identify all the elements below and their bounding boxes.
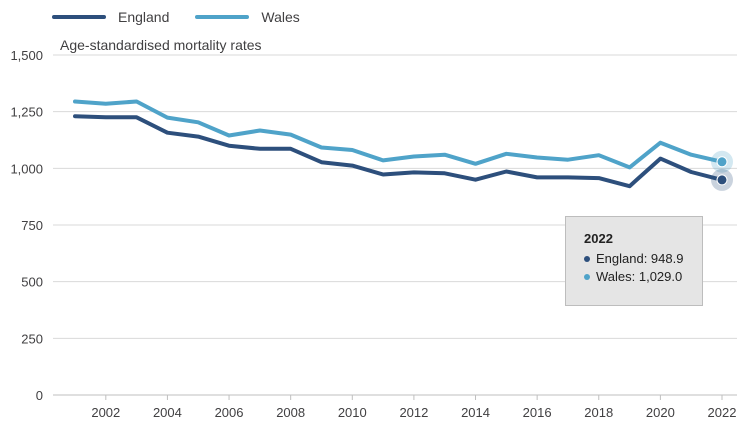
series-lines: [73, 99, 724, 189]
tooltip-dot-wales: [584, 274, 590, 280]
tooltip-row-england: England: 948.9: [584, 250, 702, 268]
legend-swatch-wales: [195, 15, 250, 19]
x-tick-label: 2018: [584, 405, 613, 420]
tooltip-text-wales: Wales: 1,029.0: [596, 269, 683, 284]
series-line-england: [73, 114, 724, 189]
x-tick-label: 2014: [461, 405, 490, 420]
x-tick-label: 2004: [153, 405, 182, 420]
y-tick-label: 1,500: [10, 48, 43, 63]
y-tick-label: 1,000: [10, 161, 43, 176]
tooltip-dot-england: [584, 256, 590, 262]
tooltip-row-wales: Wales: 1,029.0: [584, 268, 702, 286]
series-line-wales: [73, 99, 724, 170]
legend-label-wales: Wales: [261, 9, 300, 25]
legend: England Wales: [52, 6, 326, 28]
y-tick-label: 1,250: [10, 105, 43, 120]
y-tick-label: 750: [21, 218, 43, 233]
legend-item-england[interactable]: England: [52, 9, 169, 25]
highlight-markers: [711, 150, 733, 191]
x-tick-label: 2020: [646, 405, 675, 420]
x-tick-labels: 2002 2004 2006 2008 2010 2012 2014 2016 2018 2020…: [91, 395, 736, 420]
highlight-point-england[interactable]: [716, 174, 728, 186]
x-tick-label: 2002: [91, 405, 120, 420]
x-tick-label: 2006: [215, 405, 244, 420]
legend-label-england: England: [118, 9, 170, 25]
gridlines: [53, 54, 737, 396]
tooltip-year: 2022: [584, 231, 613, 246]
y-tick-label: 500: [21, 275, 43, 290]
y-tick-label: 250: [21, 331, 43, 346]
tooltip-text-england: England: 948.9: [596, 251, 684, 266]
x-tick-label: 2008: [276, 405, 305, 420]
y-tick-labels: 0 250 500 750 1,000 1,250 1,500: [10, 48, 43, 403]
x-tick-label: 2022: [708, 405, 737, 420]
y-tick-label: 0: [36, 388, 43, 403]
tooltip: 2022 England: 948.9 Wales: 1,029.0: [565, 216, 703, 306]
x-tick-label: 2010: [338, 405, 367, 420]
highlight-point-wales[interactable]: [716, 156, 728, 168]
x-tick-label: 2016: [523, 405, 552, 420]
x-tick-label: 2012: [399, 405, 428, 420]
y-axis-label: Age-standardised mortality rates: [60, 37, 262, 53]
legend-swatch-england: [52, 15, 106, 19]
legend-item-wales[interactable]: Wales: [195, 9, 300, 25]
